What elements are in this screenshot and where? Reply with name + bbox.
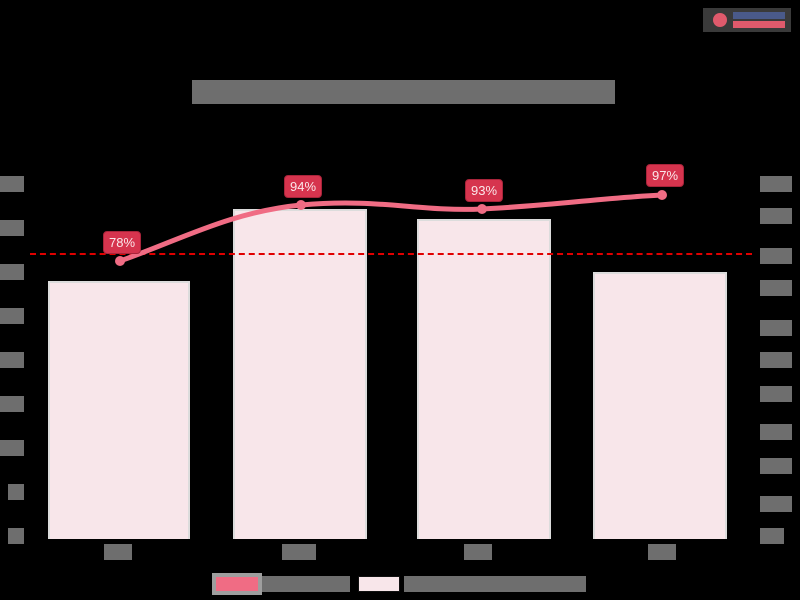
target-reference-line [30, 253, 752, 255]
x-tick-label [104, 544, 132, 560]
brand-logo [703, 8, 791, 32]
bar-0[interactable] [48, 281, 190, 539]
y-tick-label [760, 496, 792, 512]
legend-label[interactable] [262, 576, 350, 592]
y-tick-label [760, 386, 792, 402]
y-tick-label [0, 308, 24, 324]
y-tick-label [0, 264, 24, 280]
y-tick-label [760, 528, 784, 544]
legend [212, 572, 586, 596]
y-tick-label [0, 220, 24, 236]
data-label: 93% [465, 179, 504, 202]
y-tick-label [760, 458, 792, 474]
y-tick-label [760, 424, 792, 440]
line-point[interactable] [115, 256, 125, 266]
bar-1[interactable] [233, 209, 367, 539]
line-point[interactable] [296, 200, 306, 210]
data-label: 78% [103, 231, 142, 254]
y-tick-label [8, 528, 24, 544]
x-tick-label [464, 544, 492, 560]
y-tick-label [0, 176, 24, 192]
line-point[interactable] [477, 204, 487, 214]
y-tick-label [8, 484, 24, 500]
x-tick-label [648, 544, 676, 560]
legend-swatch-line[interactable] [212, 573, 262, 595]
legend-label[interactable] [404, 576, 586, 592]
bar-2[interactable] [417, 219, 551, 539]
y-tick-label [760, 208, 792, 224]
line-point[interactable] [657, 190, 667, 200]
x-tick-label [282, 544, 316, 560]
data-label: 94% [284, 175, 323, 198]
brand-logo-icon [713, 13, 727, 27]
y-tick-label [0, 440, 24, 456]
y-tick-label [0, 396, 24, 412]
y-tick-label [760, 248, 792, 264]
bar-3[interactable] [593, 272, 727, 539]
legend-swatch-bar[interactable] [358, 576, 400, 592]
y-tick-label [0, 352, 24, 368]
chart-title [192, 80, 615, 104]
y-tick-label [760, 320, 792, 336]
y-tick-label [760, 280, 792, 296]
y-tick-label [760, 176, 792, 192]
data-label: 97% [646, 164, 685, 187]
y-tick-label [760, 352, 792, 368]
brand-logo-wordmark [733, 12, 785, 28]
